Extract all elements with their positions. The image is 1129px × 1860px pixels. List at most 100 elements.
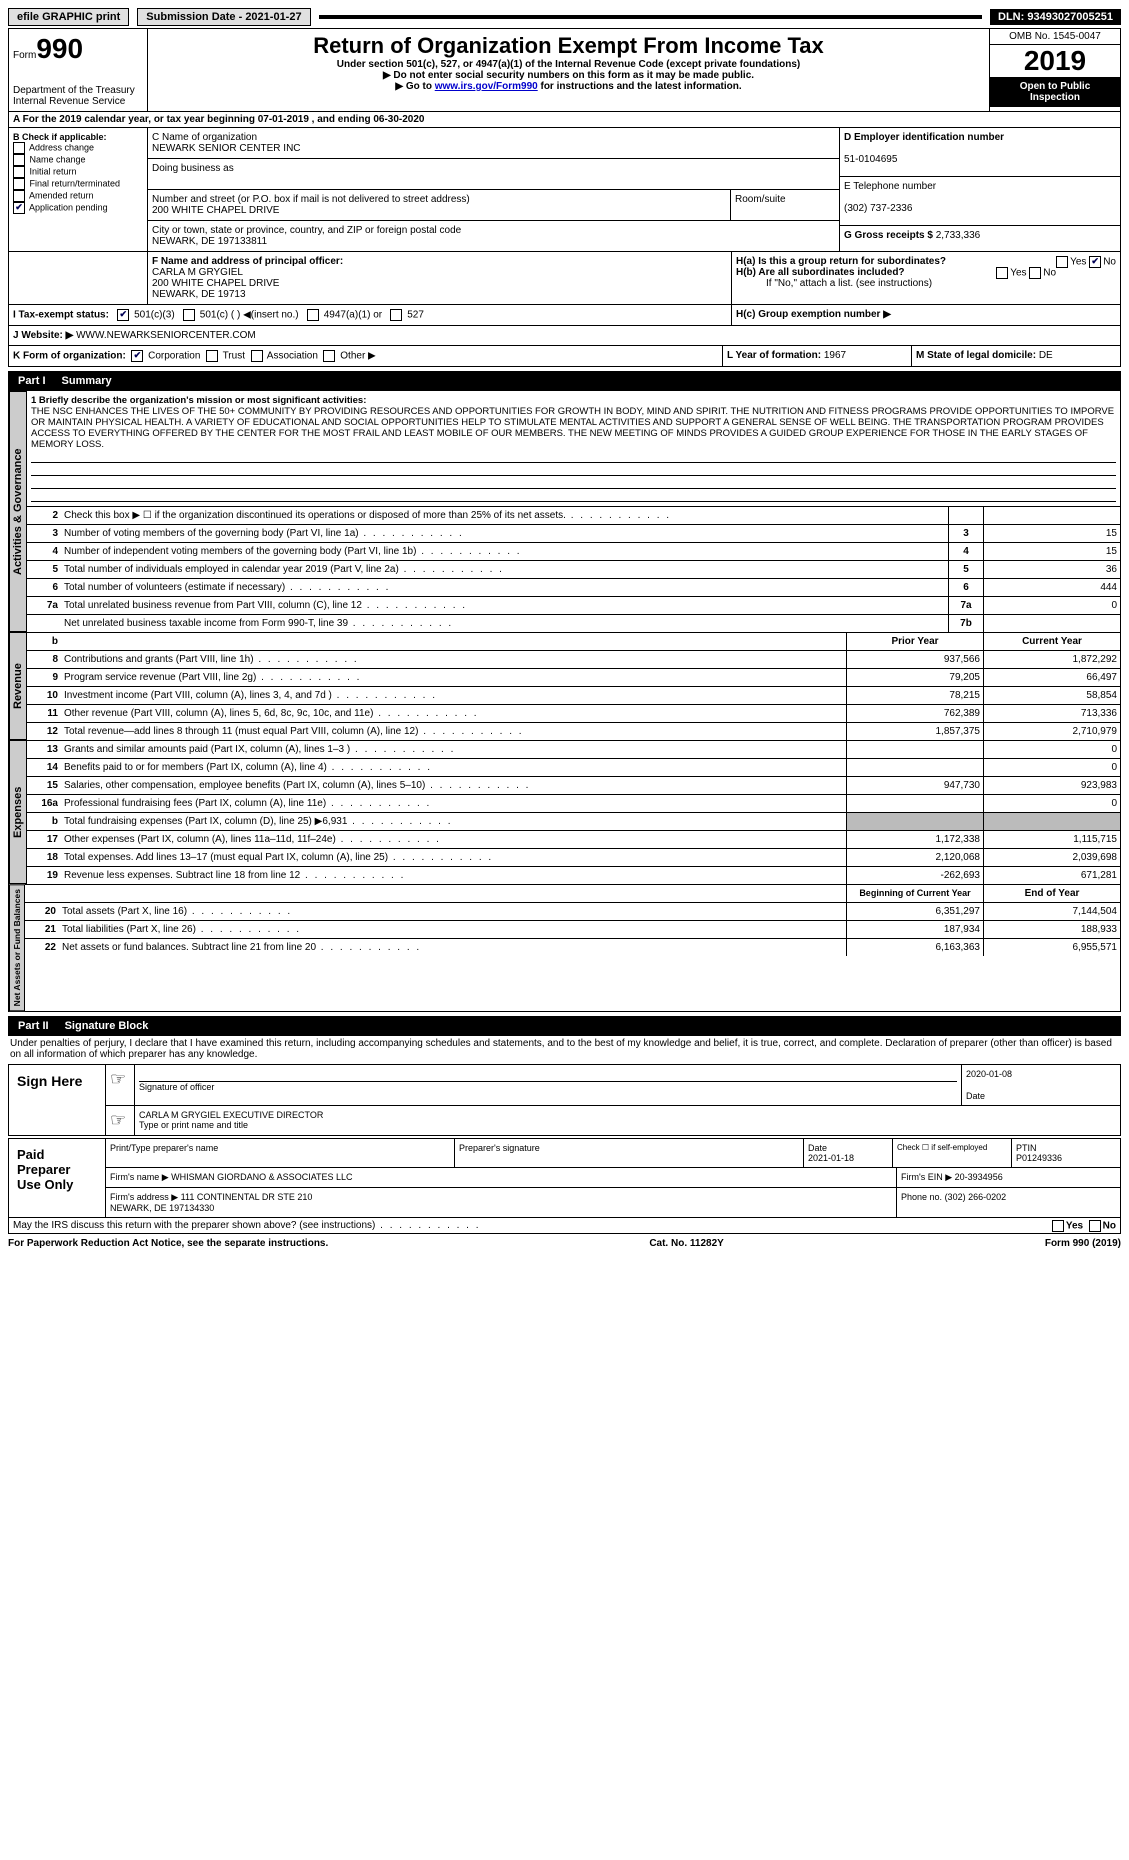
entity-info: B Check if applicable: Address change Na… — [8, 128, 1121, 252]
street-address: 200 WHITE CHAPEL DRIVE — [152, 205, 279, 216]
sig-name: CARLA M GRYGIEL EXECUTIVE DIRECTOR — [139, 1110, 323, 1120]
expense-row: 13Grants and similar amounts paid (Part … — [27, 740, 1120, 758]
officer-label: F Name and address of principal officer: — [152, 256, 343, 267]
footer-form: Form 990 (2019) — [1045, 1238, 1121, 1249]
form-subtitle: Under section 501(c), 527, or 4947(a)(1)… — [152, 59, 985, 70]
chk-final: Final return/terminated — [30, 178, 121, 188]
website-value: WWW.NEWARKSENIORCENTER.COM — [76, 330, 256, 341]
netassets-section: Net Assets or Fund Balances Beginning of… — [9, 884, 1120, 1011]
expenses-section: Expenses 13Grants and similar amounts pa… — [9, 740, 1120, 884]
city-label: City or town, state or province, country… — [152, 225, 461, 236]
te-501c3: 501(c)(3) — [134, 310, 175, 321]
col-header-row: b Prior Year Current Year — [27, 632, 1120, 650]
netassets-row: 22Net assets or fund balances. Subtract … — [25, 938, 1120, 956]
vtab-governance: Activities & Governance — [9, 391, 27, 632]
m-val: DE — [1039, 350, 1053, 361]
prep-sig-label: Preparer's signature — [459, 1143, 540, 1153]
ptin-value: P01249336 — [1016, 1153, 1062, 1163]
governance-row: 2Check this box ▶ ☐ if the organization … — [27, 506, 1120, 524]
chk-application: Application pending — [29, 202, 108, 212]
klm-row: K Form of organization: ✔ Corporation Tr… — [8, 346, 1121, 367]
omb-number: OMB No. 1545-0047 — [990, 29, 1120, 45]
m-label: M State of legal domicile: — [916, 350, 1036, 361]
governance-row: 5Total number of individuals employed in… — [27, 560, 1120, 578]
ha-yes: Yes — [1070, 257, 1086, 268]
vtab-netassets: Net Assets or Fund Balances — [9, 884, 25, 1011]
firm-phone-label: Phone no. — [901, 1192, 942, 1202]
part1-label: Part I — [10, 373, 54, 389]
chk-name: Name change — [30, 154, 86, 164]
goto-post: for instructions and the latest informat… — [538, 81, 742, 92]
part1-title: Summary — [54, 373, 120, 389]
te-4947: 4947(a)(1) or — [324, 310, 382, 321]
revenue-row: 12Total revenue—add lines 8 through 11 (… — [27, 722, 1120, 740]
hdr-begin: Beginning of Current Year — [846, 885, 983, 902]
addr-label: Number and street (or P.O. box if mail i… — [152, 194, 470, 205]
dept-treasury: Department of the Treasury Internal Reve… — [13, 85, 143, 107]
expense-row: 18Total expenses. Add lines 13–17 (must … — [27, 848, 1120, 866]
part1-header: Part I Summary — [8, 371, 1121, 391]
hb-note: If "No," attach a list. (see instruction… — [736, 278, 1116, 289]
ptin-label: PTIN — [1016, 1143, 1037, 1153]
submission-date: Submission Date - 2021-01-27 — [137, 8, 310, 26]
ein-value: 51-0104695 — [844, 154, 897, 165]
vtab-revenue: Revenue — [9, 632, 27, 740]
revenue-section: Revenue b Prior Year Current Year 8Contr… — [9, 632, 1120, 740]
ein-label: D Employer identification number — [844, 132, 1004, 143]
k-other: Other ▶ — [340, 351, 375, 362]
tax-period: For the 2019 calendar year, or tax year … — [23, 114, 425, 125]
na-header-row: Beginning of Current Year End of Year — [25, 884, 1120, 902]
expense-row: bTotal fundraising expenses (Part IX, co… — [27, 812, 1120, 830]
firm-ein-label: Firm's EIN ▶ — [901, 1172, 952, 1182]
irs-link[interactable]: www.irs.gov/Form990 — [435, 81, 538, 92]
dln: DLN: 93493027005251 — [990, 9, 1121, 25]
ha-label: H(a) Is this a group return for subordin… — [736, 256, 946, 267]
goto-pre: ▶ Go to — [395, 81, 434, 92]
efile-label: efile GRAPHIC print — [8, 8, 129, 26]
org-name-label: C Name of organization — [152, 132, 257, 143]
footer-cat: Cat. No. 11282Y — [649, 1238, 723, 1249]
expense-row: 14Benefits paid to or for members (Part … — [27, 758, 1120, 776]
perjury-text: Under penalties of perjury, I declare th… — [8, 1036, 1121, 1062]
ssn-warning: ▶ Do not enter social security numbers o… — [152, 70, 985, 81]
k-trust: Trust — [223, 351, 245, 362]
paid-label: Paid Preparer Use Only — [9, 1139, 106, 1217]
ha-no: No — [1103, 257, 1116, 268]
chk-amended: Amended return — [29, 190, 94, 200]
te-label: I Tax-exempt status: — [13, 310, 109, 321]
netassets-row: 20Total assets (Part X, line 16)6,351,29… — [25, 902, 1120, 920]
k-corp: Corporation — [148, 351, 200, 362]
expense-row: 16aProfessional fundraising fees (Part I… — [27, 794, 1120, 812]
prep-name-label: Print/Type preparer's name — [110, 1143, 218, 1153]
governance-row: 7aTotal unrelated business revenue from … — [27, 596, 1120, 614]
open-inspection: Open to Public Inspection — [990, 77, 1120, 107]
governance-row: 4Number of independent voting members of… — [27, 542, 1120, 560]
box-b-title: B Check if applicable: — [13, 132, 107, 142]
te-501c: 501(c) ( ) ◀(insert no.) — [200, 310, 299, 321]
sig-label: Signature of officer — [139, 1082, 214, 1092]
k-label: K Form of organization: — [13, 351, 126, 362]
gross-value: 2,733,336 — [936, 230, 981, 241]
expense-row: 17Other expenses (Part IX, column (A), l… — [27, 830, 1120, 848]
tax-year: 2019 — [990, 45, 1120, 77]
l-val: 1967 — [824, 350, 846, 361]
org-name: NEWARK SENIOR CENTER INC — [152, 143, 301, 154]
discuss-row: May the IRS discuss this return with the… — [8, 1218, 1121, 1234]
revenue-row: 11Other revenue (Part VIII, column (A), … — [27, 704, 1120, 722]
governance-section: Activities & Governance 1 Briefly descri… — [9, 391, 1120, 632]
box-c: C Name of organization NEWARK SENIOR CEN… — [148, 128, 840, 251]
suite-label: Room/suite — [735, 194, 786, 205]
hdr-end: End of Year — [983, 885, 1120, 902]
website-row: J Website: ▶ WWW.NEWARKSENIORCENTER.COM — [8, 326, 1121, 346]
l-label: L Year of formation: — [727, 350, 821, 361]
prep-date: 2021-01-18 — [808, 1153, 854, 1163]
officer-addr2: NEWARK, DE 19713 — [152, 289, 246, 300]
gross-label: G Gross receipts $ — [844, 230, 933, 241]
box-b: B Check if applicable: Address change Na… — [9, 128, 148, 251]
box-d-e-g: D Employer identification number 51-0104… — [840, 128, 1120, 251]
officer-group-row: F Name and address of principal officer:… — [8, 252, 1121, 305]
officer-name: CARLA M GRYGIEL — [152, 267, 243, 278]
dba-label: Doing business as — [152, 163, 234, 174]
mission-text: THE NSC ENHANCES THE LIVES OF THE 50+ CO… — [31, 406, 1114, 450]
part2-title: Signature Block — [57, 1018, 157, 1034]
